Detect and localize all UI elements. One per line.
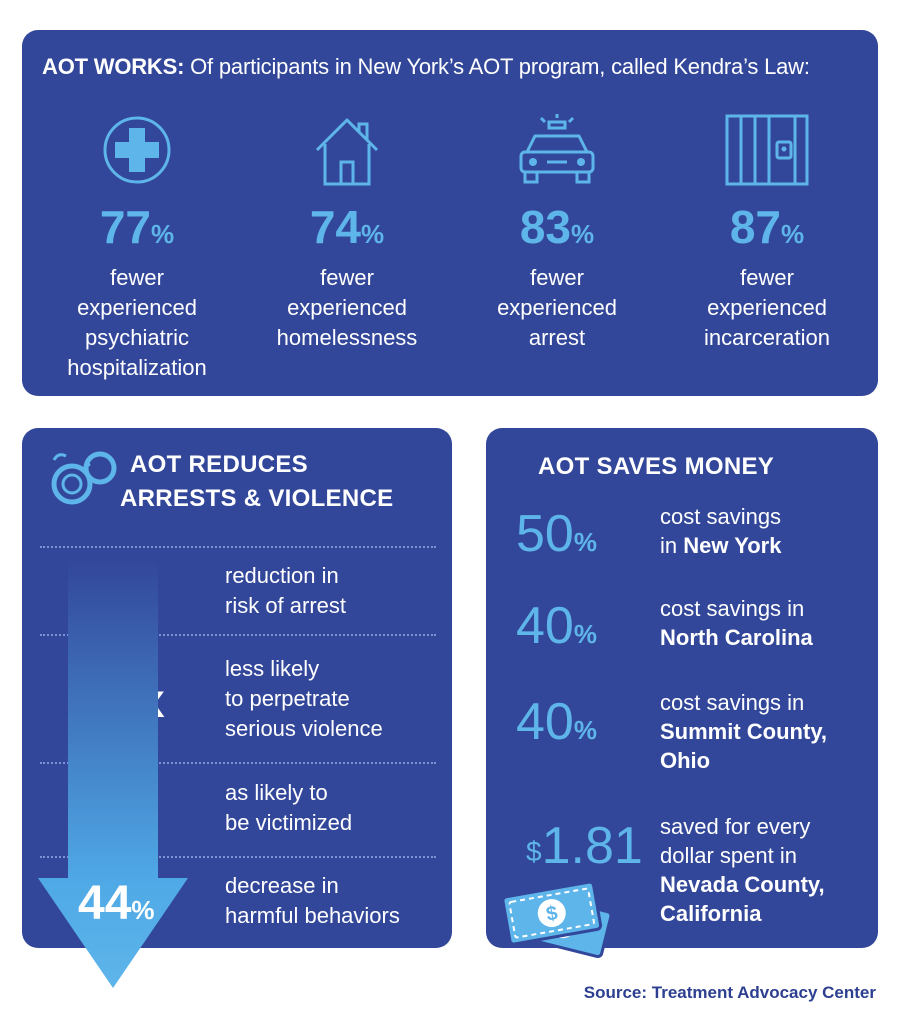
stat-arrest: 83% fewer experienced arrest [452,114,662,353]
saves-money-title: AOT SAVES MONEY [538,453,775,480]
divider [40,856,436,858]
money-bills-icon: $ $ [501,880,613,959]
north-carolina-desc: cost savings in North Carolina [660,596,813,650]
stat-hospitalization: 77% fewer experienced psychiatric hospit… [32,114,242,383]
stat-incarceration: 87% fewer experienced incarceration [662,114,872,353]
new-york-value: 50% [516,505,597,563]
victimized-desc: as likely to be victimized [225,780,353,835]
new-york-desc: cost savings in New York [660,504,782,558]
stat-value: 74% [309,201,385,253]
divider [40,634,436,636]
stat-value: 83% [519,201,595,253]
police-car-icon [519,114,595,184]
reduces-title-line2: ARRESTS & VIOLENCE [120,485,394,512]
north-carolina-value: 40% [516,597,597,655]
down-arrow-icon [38,560,188,988]
headline-bold: AOT WORKS: [42,54,185,79]
svg-text:$: $ [545,902,560,926]
medical-cross-icon [103,116,171,184]
stat-value: 77% [99,201,175,253]
divider [40,762,436,764]
nevada-county-desc: saved for every dollar spent in Nevada C… [660,814,825,926]
stat-value: 87% [729,201,805,253]
aot-saves-money-panel: AOT SAVES MONEY 50% cost savings in New … [486,428,878,959]
stat-description: fewer experienced incarceration [704,265,830,350]
house-icon [315,118,379,186]
harmful-behaviors-value: 44% [78,877,155,930]
headline-text: Of participants in New York’s AOT progra… [184,54,810,79]
jail-cell-icon [725,114,809,186]
violence-desc: less likely to perpetrate serious violen… [225,656,383,741]
stat-description: fewer experienced arrest [497,265,617,350]
summit-county-value: 40% [516,693,597,751]
summit-county-desc: cost savings in Summit County, Ohio [660,690,828,773]
arrest-reduction-desc: reduction in risk of arrest [225,563,347,618]
divider [40,546,436,548]
harmful-behaviors-desc: decrease in harmful behaviors [225,873,400,928]
nevada-county-value: $1.81 [526,817,643,875]
stat-homelessness: 74% fewer experienced homelessness [242,114,452,353]
stat-description: fewer experienced homelessness [276,265,418,350]
stat-description: fewer experienced psychiatric hospitaliz… [67,265,207,380]
reduces-title-line1: AOT REDUCES [130,451,308,478]
handcuffs-icon [51,451,117,505]
aot-works-panel: AOT WORKS: Of participants in New York’s… [22,30,878,396]
aot-works-headline: AOT WORKS: Of participants in New York’s… [42,54,810,80]
source-credit: Source: Treatment Advocacy Center [583,983,876,1002]
